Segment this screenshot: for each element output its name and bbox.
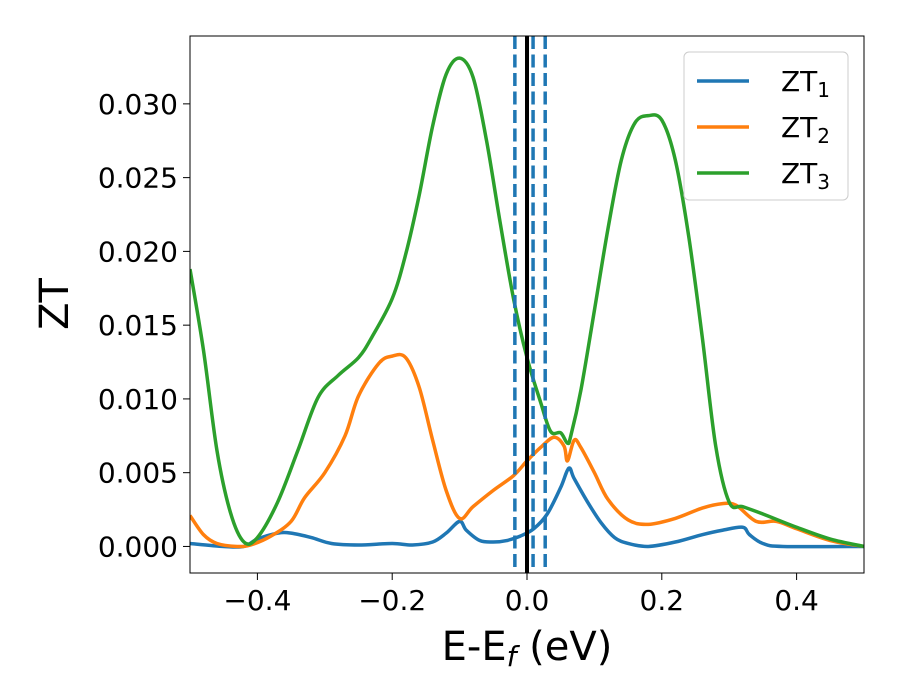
legend-label-zt3: ZT3 [781, 157, 830, 194]
x-axis-label: E-Ef (eV) [442, 624, 613, 673]
vline-layer [513, 36, 547, 573]
y-tick-label: 0.005 [98, 457, 178, 490]
y-tick-label: 0.015 [98, 309, 178, 342]
legend-box [683, 51, 849, 201]
legend-label-zt1: ZT1 [781, 65, 830, 102]
legend-label-zt2: ZT2 [781, 111, 830, 148]
y-tick-label: 0.020 [98, 235, 178, 268]
x-tick-label: −0.4 [223, 584, 291, 617]
y-tick-label: 0.025 [98, 162, 178, 195]
y-tick-label: 0.010 [98, 383, 178, 416]
y-tick-label: 0.000 [98, 530, 178, 563]
series-line-zt1 [190, 466, 864, 549]
legend-items: ZT1 ZT2 ZT3 [697, 65, 830, 194]
x-tick-label: 0.2 [640, 584, 685, 617]
y-tick-label: 0.030 [98, 88, 178, 121]
series-line-zt2 [190, 352, 864, 549]
legend: ZT1 ZT2 ZT3 [683, 51, 849, 201]
y-axis-label: ZT [32, 278, 78, 330]
y-axis: 0.000 0.005 0.010 0.015 0.020 0.025 0.030 [98, 88, 190, 563]
x-tick-label: −0.2 [358, 584, 426, 617]
x-tick-label: 0.4 [774, 584, 819, 617]
x-tick-label: 0.0 [505, 584, 550, 617]
x-axis: −0.4 −0.2 0.0 0.2 0.4 [223, 573, 819, 617]
